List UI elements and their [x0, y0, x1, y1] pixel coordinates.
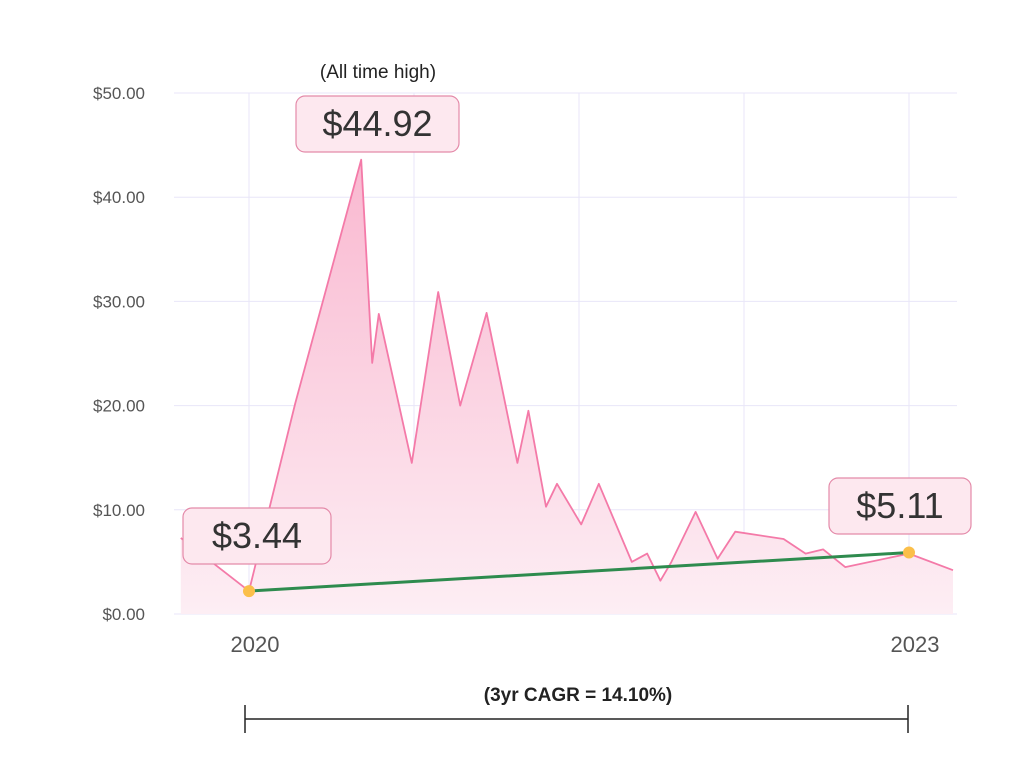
all-time-high-note: (All time high)	[320, 62, 436, 83]
peak-callout: $44.92	[295, 95, 460, 153]
cagr-trend-line	[247, 551, 911, 593]
annotations: (All time high) $44.92 $3.44 $5.11 (3yr …	[182, 62, 972, 733]
x-axis: 2020 2023	[231, 632, 940, 657]
peak-callout-label: $44.92	[322, 103, 432, 144]
price-area	[180, 158, 954, 614]
y-axis: $0.00 $10.00 $20.00 $30.00 $40.00 $50.00	[93, 84, 145, 624]
cagr-bracket	[244, 705, 909, 733]
price-area-fill	[180, 159, 954, 614]
start-callout: $3.44	[182, 507, 332, 565]
y-tick-label: $0.00	[102, 605, 145, 624]
price-line	[180, 158, 954, 592]
cagr-label: (3yr CAGR = 14.10%)	[484, 685, 673, 706]
start-callout-box	[182, 507, 332, 565]
end-point-dot	[903, 546, 915, 559]
y-tick-label: $10.00	[93, 501, 145, 520]
x-tick-label: 2023	[891, 632, 940, 657]
y-tick-label: $40.00	[93, 188, 145, 207]
peak-callout-box	[295, 95, 460, 153]
start-point-dot	[243, 585, 255, 598]
end-callout: $5.11	[828, 477, 972, 535]
end-callout-label: $5.11	[856, 485, 943, 526]
y-tick-label: $20.00	[93, 397, 145, 416]
x-tick-label: 2020	[231, 632, 280, 657]
end-callout-box	[828, 477, 972, 535]
y-tick-label: $50.00	[93, 84, 145, 103]
start-callout-label: $3.44	[212, 515, 302, 556]
y-tick-label: $30.00	[93, 292, 145, 311]
trend-layer	[243, 546, 915, 598]
